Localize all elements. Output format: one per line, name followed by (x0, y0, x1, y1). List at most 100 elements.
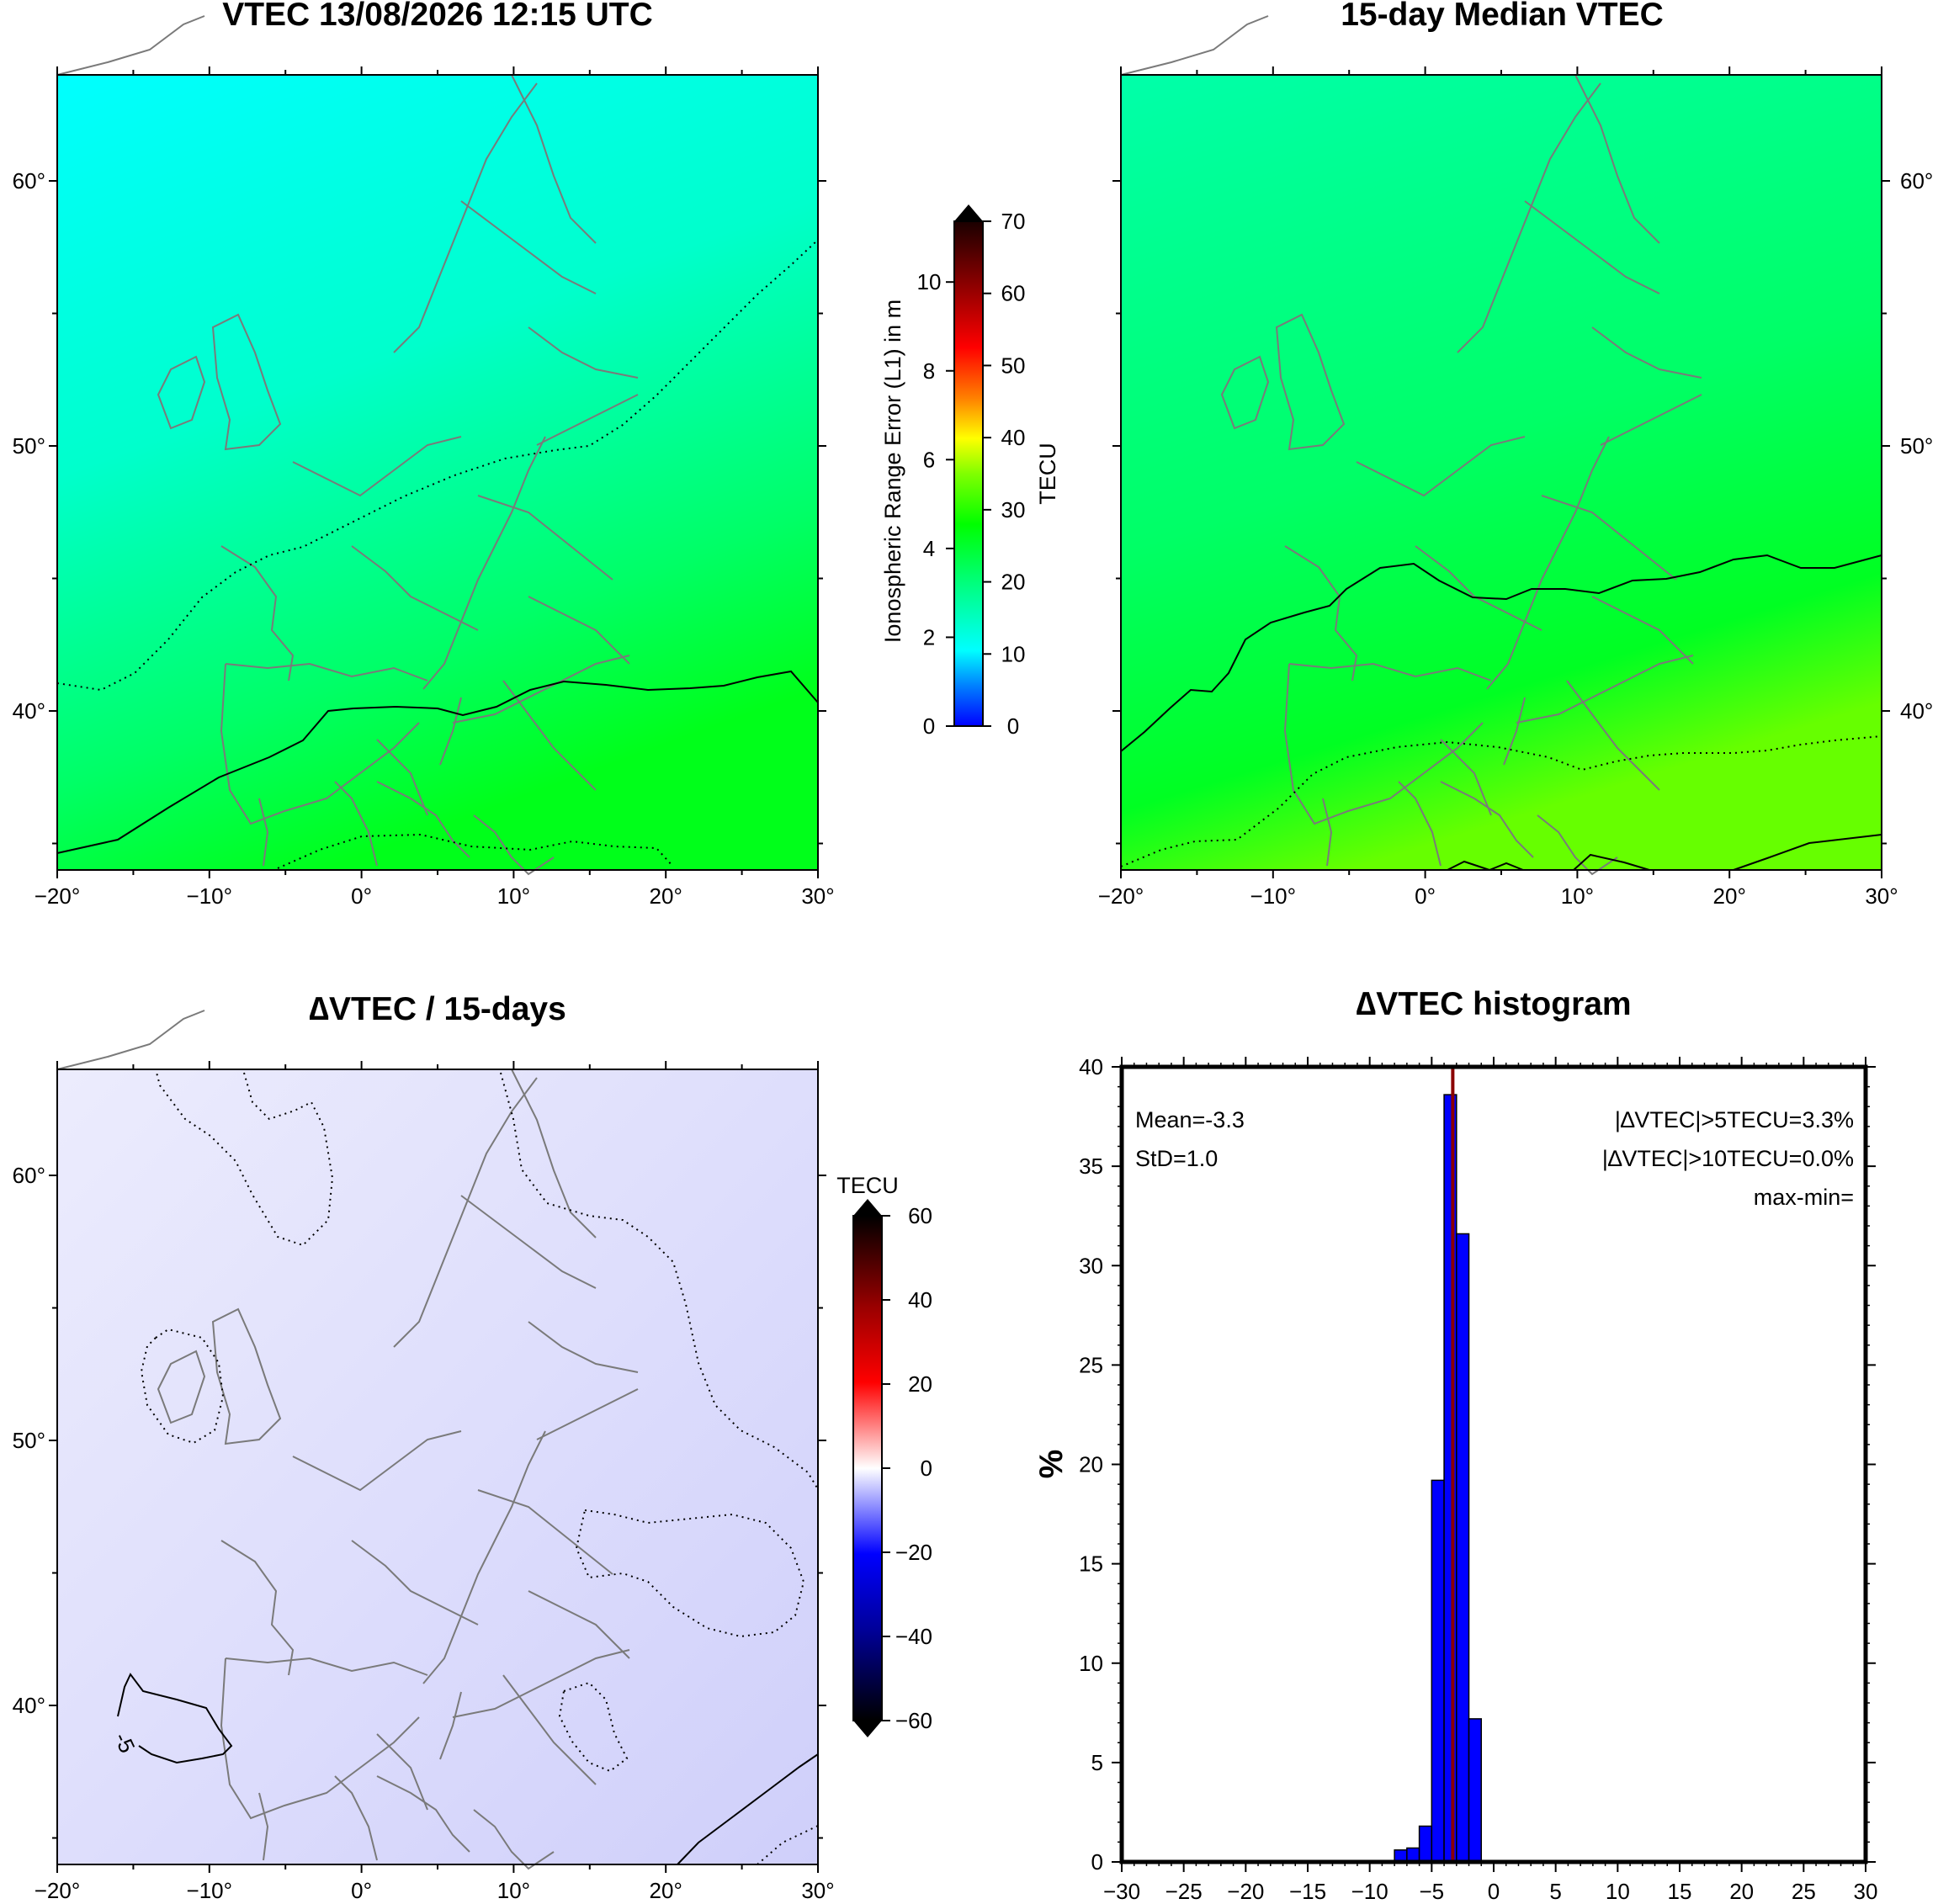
x-tick-label: 30° (1865, 883, 1898, 909)
hist-y-label: 25 (1079, 1352, 1103, 1377)
y-tick-label: 50° (1900, 433, 1933, 459)
vtec-contour-dotted-north (56, 239, 819, 692)
histogram-ylabel: % (1033, 1450, 1070, 1479)
histogram-bar (1456, 1233, 1470, 1863)
y-tick-label: 60° (13, 168, 45, 194)
delta-contour-dotted-3 (500, 1072, 819, 1490)
stat-gt10: |∆VTEC|>10TECU=0.0% (1602, 1146, 1854, 1171)
median-map-title: 15-day Median VTEC (1341, 0, 1664, 33)
x-tick-label: −20° (1098, 883, 1144, 909)
delta-colorbar-overflow-top (853, 1199, 882, 1216)
hist-x-label: 20 (1729, 1879, 1754, 1904)
delta-colorbar-ticks: 60 40 20 0 −20 −40 −60 (882, 1203, 932, 1733)
cb-tecu-label: 50 (1001, 353, 1026, 378)
cb-tecu-label: 0 (1007, 713, 1019, 739)
hist-x-label: 15 (1668, 1879, 1692, 1904)
hist-y-label: 5 (1091, 1750, 1103, 1775)
hist-x-label: 5 (1549, 1879, 1561, 1904)
hist-y-label: 35 (1079, 1154, 1103, 1179)
cb-tecu-label: 70 (1001, 209, 1026, 234)
median-contour-dotted (1120, 735, 1882, 867)
cb-tecu-label: 20 (1001, 570, 1026, 595)
y-tick-label: 40° (13, 1693, 45, 1718)
cb-tecu-label: 10 (1001, 641, 1026, 666)
hist-x-label: 10 (1606, 1879, 1630, 1904)
delta-colorbar-ramp (852, 1215, 883, 1721)
vtec-colorbar-label-tecu: TECU (1035, 443, 1060, 505)
hist-x-label: −20 (1227, 1879, 1264, 1904)
median-contour-solid (1120, 554, 1882, 752)
stat-mean: Mean=-3.3 (1135, 1107, 1245, 1132)
hist-x-label: 0 (1488, 1879, 1500, 1904)
delta-colorbar-label: TECU (836, 1173, 899, 1198)
delta-axes: −20° −10° 0° 10° 20° 30° 40° 50° 60° (13, 1061, 835, 1903)
cb-m-label: 8 (923, 358, 935, 384)
hist-x-label: 25 (1792, 1879, 1816, 1904)
histogram-axes: −30 −25 −20 −15 −10 −5 0 5 10 15 20 25 30 0 5 10 15 20 25 3… (1079, 1054, 1877, 1904)
vtec-colorbar-ramp (953, 220, 984, 727)
x-tick-label: 0° (1415, 883, 1436, 909)
hist-y-label: 20 (1079, 1452, 1103, 1477)
cb2-label: 60 (908, 1203, 932, 1228)
delta-colorbar-overflow-bottom (853, 1721, 882, 1737)
x-tick-label: −10° (187, 1878, 233, 1903)
histogram-bar (1418, 1825, 1433, 1863)
x-tick-label: 10° (497, 883, 530, 909)
x-tick-label: 10° (1561, 883, 1594, 909)
hist-y-label: 30 (1079, 1253, 1103, 1278)
hist-x-label: −5 (1420, 1879, 1445, 1904)
cb-tecu-label: 30 (1001, 497, 1026, 522)
delta-contour-solid-1 (117, 1673, 233, 1764)
vtec-map-title: VTEC 13/08/2026 12:15 UTC (222, 0, 653, 33)
cb2-label: −40 (895, 1624, 932, 1649)
x-tick-label: 20° (1713, 883, 1746, 909)
histogram-bar (1468, 1718, 1483, 1863)
delta-contour-solid-2 (677, 1753, 819, 1865)
vtec-axes: −20° −10° 0° 10° 20° 30° 40° 50° 60° (13, 66, 835, 909)
cb2-label: −20 (895, 1540, 932, 1565)
delta-field (57, 1069, 818, 1864)
x-tick-label: 10° (497, 1878, 530, 1903)
x-tick-label: 20° (650, 883, 682, 909)
x-tick-label: 20° (650, 1878, 682, 1903)
histogram-title: ∆VTEC histogram (1356, 986, 1631, 1022)
cb-m-label: 10 (917, 269, 942, 294)
cb2-label: 0 (921, 1456, 932, 1481)
hist-x-label: −30 (1103, 1879, 1140, 1904)
vtec-colorbar: Ionospheric Range Error (L1) in m TECU 0… (880, 204, 1060, 739)
x-tick-label: 30° (801, 883, 834, 909)
median-map-panel: 15-day Median VTEC −20° −10° 0° 10° 20° 30° 40… (1098, 0, 1934, 909)
cb2-label: 20 (908, 1371, 932, 1397)
stat-gt5: |∆VTEC|>5TECU=3.3% (1615, 1107, 1854, 1132)
stat-maxmin: max-min= (1754, 1185, 1854, 1210)
x-tick-label: 0° (351, 1878, 372, 1903)
delta-colorbar: TECU 60 40 20 0 −20 −40 −60 (836, 1173, 932, 1737)
cb-m-label: 6 (923, 447, 935, 472)
cb2-label: 40 (908, 1287, 932, 1313)
y-tick-label: 50° (13, 433, 45, 459)
vtec-colorbar-overflow-arrow (954, 204, 983, 221)
delta-map-title: ∆VTEC / 15-days (309, 991, 566, 1027)
cb2-label: −60 (895, 1708, 932, 1733)
x-tick-label: 30° (801, 1878, 834, 1903)
y-tick-label: 40° (1900, 698, 1933, 724)
y-tick-label: 60° (13, 1163, 45, 1188)
median-field (1121, 75, 1882, 870)
delta-map-panel: ∆VTEC / 15-days -5 −20° −10° 0° 10° 20° 30°40… (13, 991, 835, 1903)
cb-tecu-label: 40 (1001, 425, 1026, 450)
histogram-bar (1431, 1479, 1445, 1863)
hist-x-label: 30 (1854, 1879, 1878, 1904)
median-axes: −20° −10° 0° 10° 20° 30° 40° 50° 60° (1098, 66, 1933, 909)
x-tick-label: −10° (1250, 883, 1297, 909)
hist-y-label: 10 (1079, 1651, 1103, 1676)
x-tick-label: −20° (35, 883, 81, 909)
stat-std: StD=1.0 (1135, 1146, 1218, 1171)
histogram-bars (1394, 1094, 1483, 1863)
delta-contour-dotted-5 (558, 1681, 629, 1773)
hist-y-label: 0 (1091, 1849, 1103, 1875)
histogram-panel: ∆VTEC histogram −30 −25 −20 −15 −10 −5 0 5 10 15 2… (1033, 986, 1877, 1904)
vtec-field (57, 75, 818, 870)
hist-x-label: −15 (1289, 1879, 1326, 1904)
cb-tecu-label: 60 (1001, 281, 1026, 306)
